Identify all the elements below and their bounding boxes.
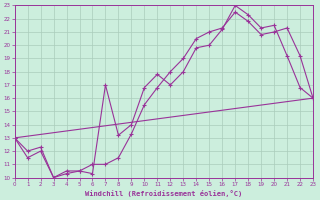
X-axis label: Windchill (Refroidissement éolien,°C): Windchill (Refroidissement éolien,°C)	[85, 190, 243, 197]
